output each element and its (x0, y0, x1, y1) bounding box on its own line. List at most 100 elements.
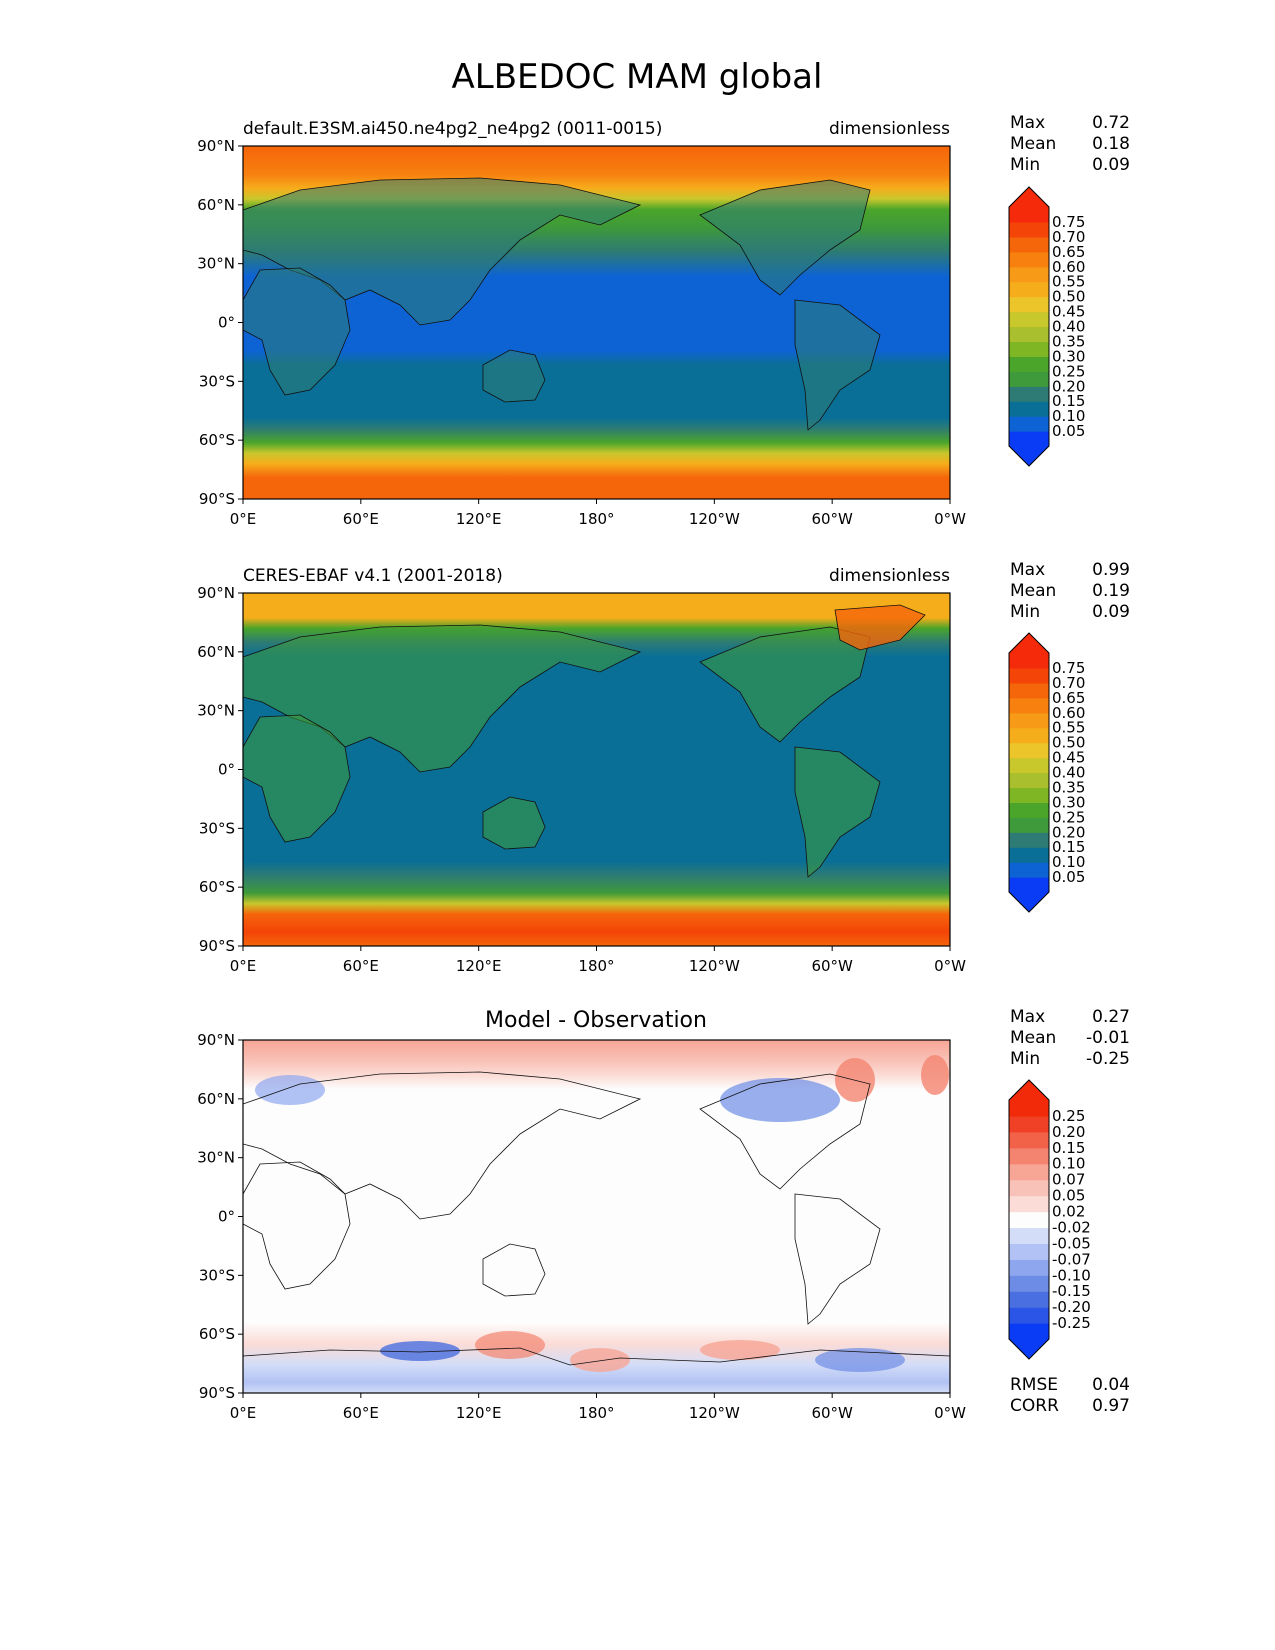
colorbar-tick-label: 0.70 (1052, 228, 1085, 246)
colorbar-bin (1009, 1323, 1049, 1340)
colorbar-tick-label: 0.45 (1052, 303, 1085, 321)
stat-value-min: -0.25 (1086, 1049, 1130, 1069)
colorbar-tick-label: 0.10 (1052, 1155, 1085, 1173)
colorbar-tick-label: 0.60 (1052, 704, 1085, 722)
colorbar-obs: 0.750.700.650.600.550.500.450.400.350.30… (1008, 632, 1085, 913)
colorbar-bin (1009, 1291, 1049, 1308)
stat-value-corr: 0.97 (1092, 1396, 1130, 1416)
colorbar-bin (1009, 667, 1049, 684)
panel-center-title: Model - Observation (485, 1008, 707, 1033)
colorbar-bin (1009, 311, 1049, 328)
x-tick-label: 180° (578, 957, 614, 975)
stat-value-min: 0.09 (1092, 602, 1130, 622)
colorbar-outline (1008, 1079, 1050, 1360)
colorbar-bin (1009, 757, 1049, 774)
panel-left-title: CERES-EBAF v4.1 (2001-2018) (243, 566, 503, 586)
stat-value-min: 0.09 (1092, 155, 1130, 175)
x-tick-label: 0°W (934, 1404, 966, 1422)
colorbar-bin (1009, 653, 1049, 669)
colorbar-extend-max (1009, 633, 1049, 653)
colorbar-tick-label: 0.05 (1052, 1187, 1085, 1205)
stat-label-mean: Mean (1010, 134, 1056, 154)
colorbar-tick-label: 0.20 (1052, 1123, 1085, 1141)
anomaly-negative (720, 1078, 840, 1122)
x-axis-ticks: 0°E 60°E 120°E 180° 120°W 60°W 0°W (230, 499, 966, 528)
y-axis-ticks: 90°N 60°N 30°N 0° 30°S 60°S 90°S (197, 584, 243, 955)
y-tick-label: 90°N (197, 584, 235, 602)
y-tick-label: 90°N (197, 1031, 235, 1049)
colorbar-tick-label: -0.05 (1052, 1234, 1091, 1252)
anomaly-positive (475, 1331, 545, 1359)
stat-label-min: Min (1010, 1049, 1040, 1069)
x-tick-label: 0°W (934, 510, 966, 528)
difference-anomalies (255, 1055, 949, 1372)
x-tick-label: 120°W (689, 957, 740, 975)
colorbar-bin (1009, 847, 1049, 863)
continent-australia (482, 349, 546, 403)
colorbar-bin (1009, 697, 1049, 714)
x-tick-label: 0°W (934, 957, 966, 975)
colorbar-bin (1009, 341, 1049, 357)
stat-label-min: Min (1010, 602, 1040, 622)
colorbar-tick-label: 0.30 (1052, 347, 1085, 365)
x-tick-label: 120°E (456, 1404, 502, 1422)
colorbar-bin (1009, 1211, 1049, 1229)
colorbar-tick-label: 0.20 (1052, 377, 1085, 395)
colorbar-bin (1009, 727, 1049, 744)
colorbar-tick-label: 0.70 (1052, 674, 1085, 692)
colorbar-bin (1009, 742, 1049, 759)
continents-model (242, 177, 881, 431)
figure-title: ALBEDOC MAM global (452, 57, 823, 97)
colorbar-bin (1009, 877, 1049, 893)
colorbar-outline (1008, 186, 1050, 467)
stat-value-max: 0.99 (1092, 560, 1130, 580)
x-tick-label: 60°E (343, 1404, 379, 1422)
y-tick-label: 30°S (199, 819, 235, 837)
colorbar-tick-label: 0.50 (1052, 734, 1085, 752)
y-tick-label: 0° (218, 1208, 235, 1226)
colorbar-tick-label: 0.60 (1052, 258, 1085, 276)
continents-obs (242, 604, 926, 878)
colorbar-bin (1009, 772, 1049, 789)
colorbar-bin (1009, 1115, 1049, 1133)
colorbar-bin (1009, 1275, 1049, 1292)
colorbar-tick-label: 0.50 (1052, 288, 1085, 306)
continent-australia (482, 1243, 546, 1297)
stat-value-mean: 0.19 (1092, 581, 1130, 601)
panel-right-title: dimensionless (829, 566, 950, 586)
x-tick-label: 0°E (230, 1404, 257, 1422)
y-tick-label: 0° (218, 314, 235, 332)
x-tick-label: 180° (578, 1404, 614, 1422)
continent-australia (482, 796, 546, 850)
colorbar-bin (1009, 1131, 1049, 1149)
colorbar-tick-label: 0.25 (1052, 362, 1085, 380)
stat-value-max: 0.72 (1092, 113, 1130, 133)
colorbar-tick-label: 0.40 (1052, 764, 1085, 782)
colorbar-bin (1009, 356, 1049, 372)
x-axis-ticks: 0°E 60°E 120°E 180° 120°W 60°W 0°W (230, 946, 966, 975)
y-tick-label: 30°N (197, 1149, 235, 1167)
colorbar-bin (1009, 1179, 1049, 1197)
colorbar-tick-label: 0.65 (1052, 689, 1085, 707)
continent-south-america (794, 299, 881, 431)
colorbar-extend-min (1009, 446, 1049, 466)
colorbar-bin (1009, 221, 1049, 238)
colorbar-bin (1009, 817, 1049, 833)
colorbar-tick-label: 0.05 (1052, 868, 1085, 886)
colorbar-tick-label: -0.25 (1052, 1314, 1091, 1332)
error-stats-block: RMSE 0.04 CORR 0.97 (1010, 1375, 1130, 1416)
colorbar-tick-label: 0.55 (1052, 273, 1085, 291)
continent-north-america (699, 179, 871, 296)
colorbar-tick-label: 0.07 (1052, 1171, 1085, 1189)
stat-label-max: Max (1010, 1007, 1045, 1027)
colorbar-bin (1009, 1147, 1049, 1165)
stat-value-max: 0.27 (1092, 1007, 1130, 1027)
x-tick-label: 60°E (343, 510, 379, 528)
stats-block: Max 0.99 Mean 0.19 Min 0.09 (1010, 560, 1130, 622)
colorbar-bin (1009, 266, 1049, 283)
colorbar-tick-label: 0.75 (1052, 213, 1085, 231)
colorbar-bin (1009, 431, 1049, 447)
colorbar-bin (1009, 1259, 1049, 1276)
continent-africa (242, 714, 351, 843)
